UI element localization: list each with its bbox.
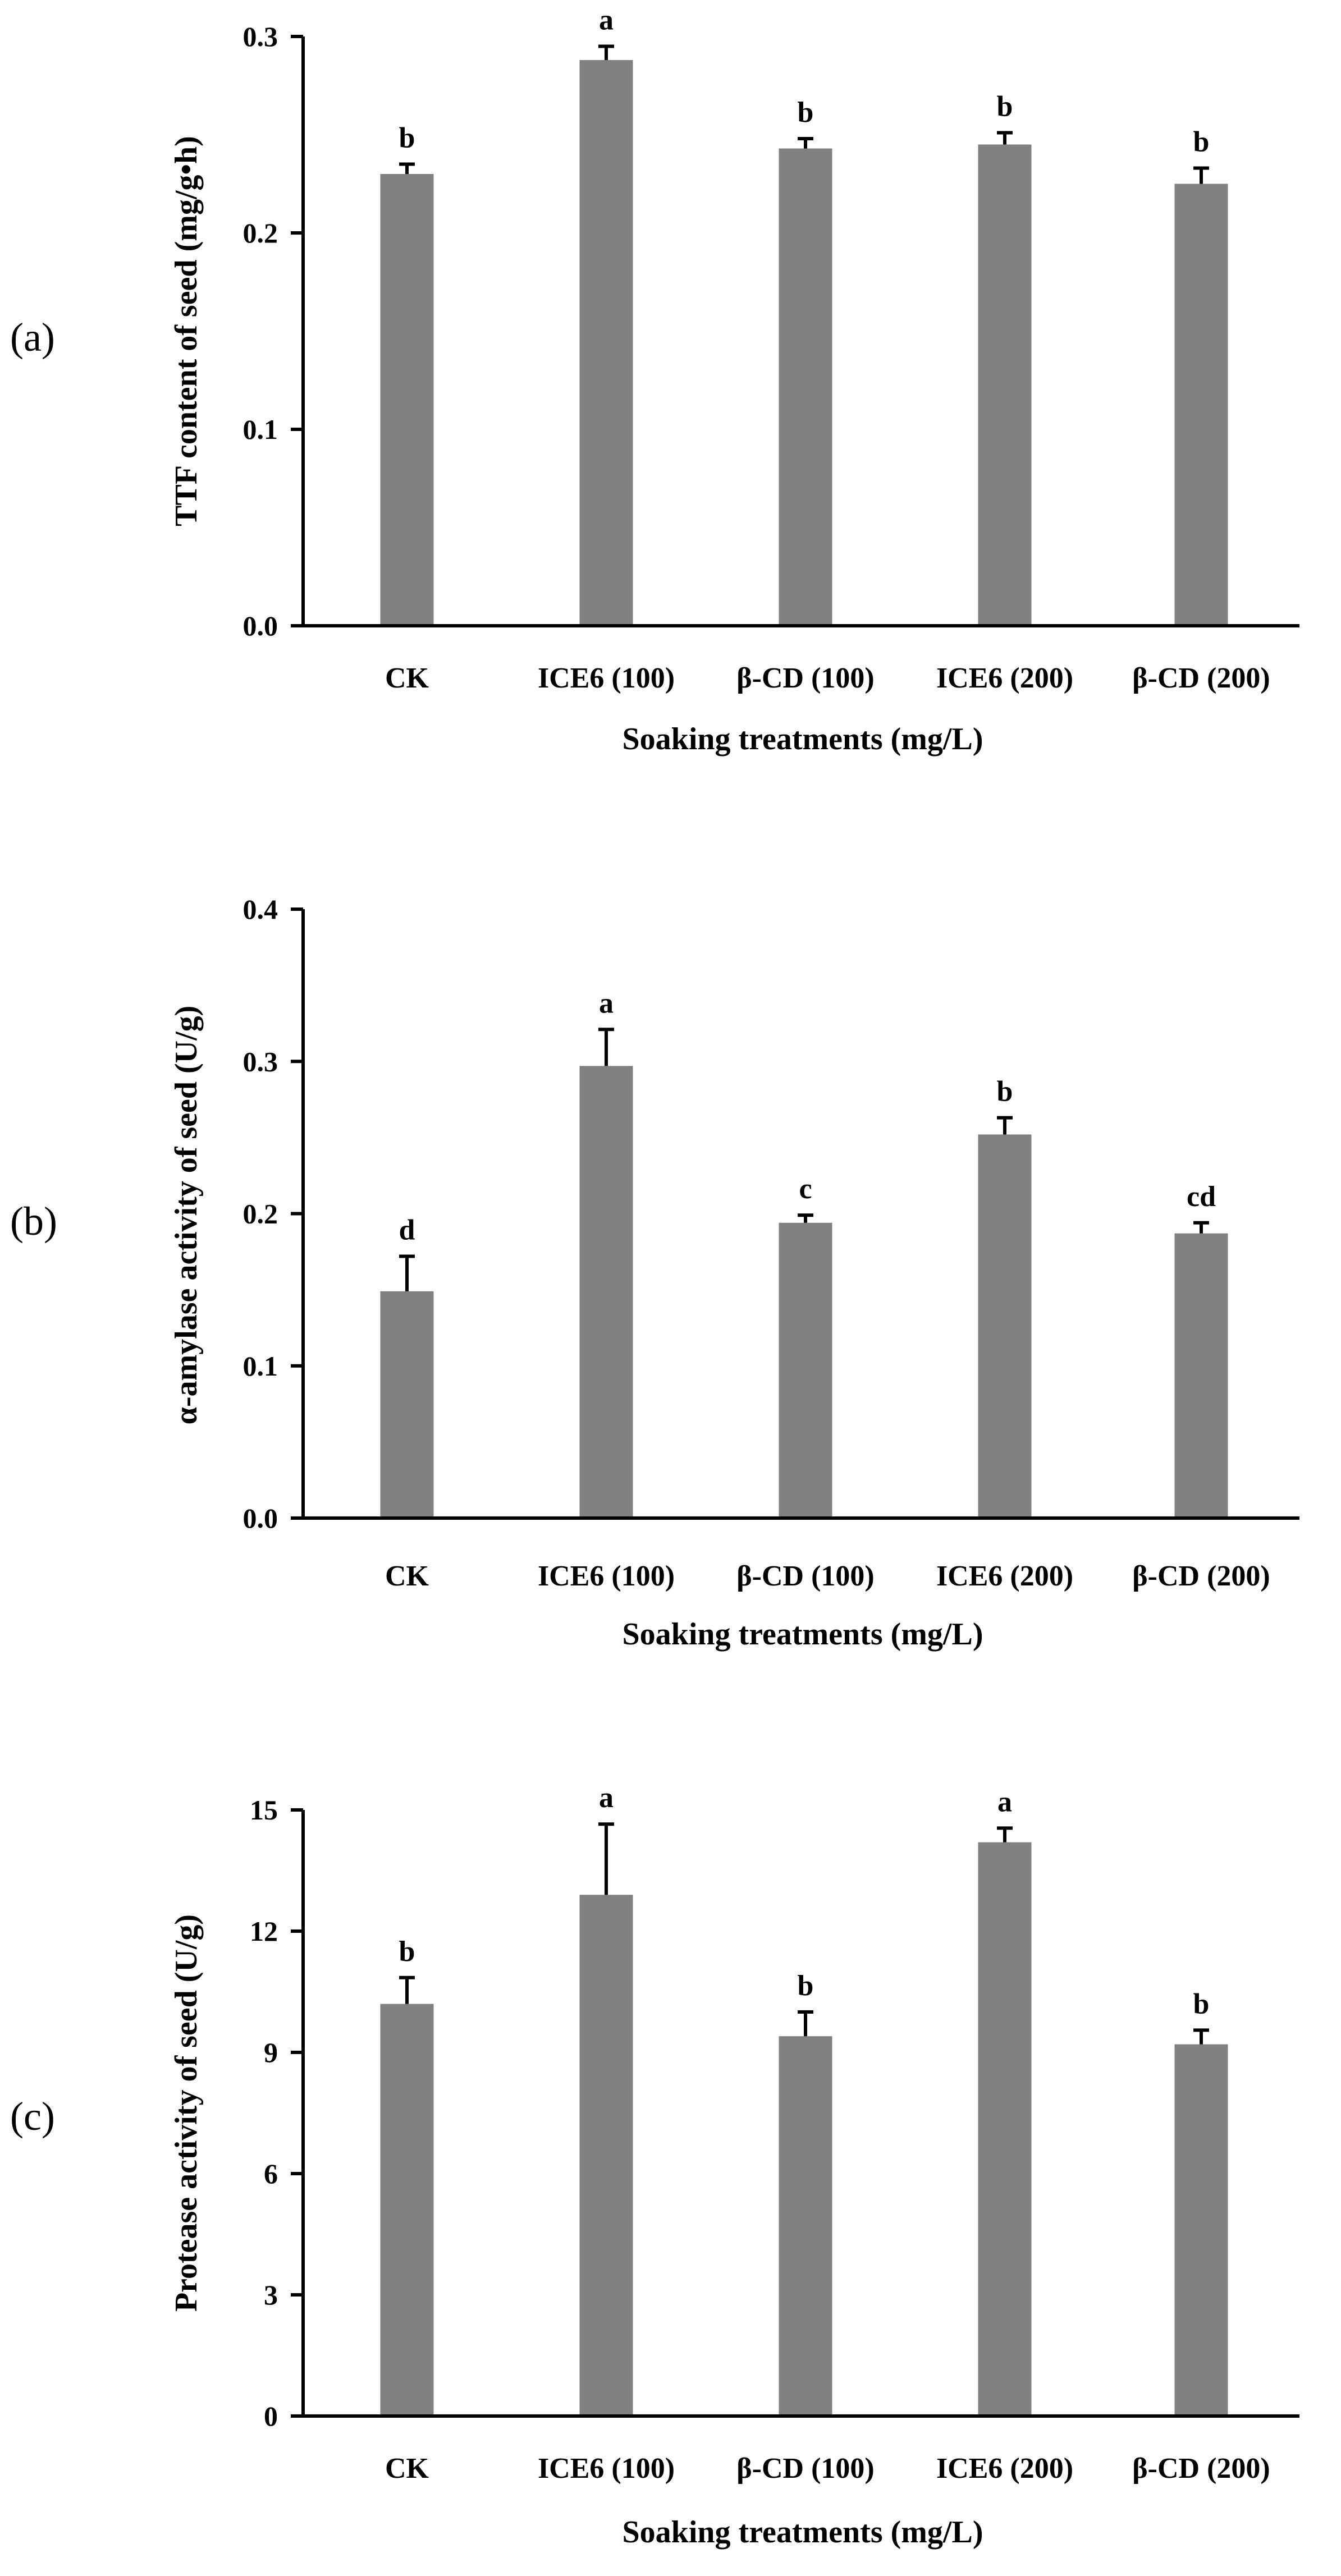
bar <box>779 2036 832 2416</box>
y-axis-title: TTF content of seed (mg/g•h) <box>169 136 204 526</box>
x-axis-title: Soaking treatments (mg/L) <box>623 2515 983 2550</box>
y-tick-label: 12 <box>250 1915 278 1947</box>
x-tick-label: β-CD (100) <box>736 1560 874 1592</box>
x-tick-label: β-CD (200) <box>1132 1560 1270 1592</box>
x-tick-label: ICE6 (100) <box>538 2453 675 2485</box>
x-tick-label: β-CD (200) <box>1132 662 1270 694</box>
x-tick-label: ICE6 (100) <box>538 662 675 694</box>
bar <box>579 1066 633 1518</box>
bar <box>380 1291 434 1518</box>
x-axis-title: Soaking treatments (mg/L) <box>623 1617 983 1652</box>
bar <box>779 1222 832 1518</box>
x-tick-label: β-CD (100) <box>736 662 874 694</box>
bar <box>1174 184 1228 626</box>
y-tick-label: 6 <box>264 2158 278 2189</box>
x-axis-title: Soaking treatments (mg/L) <box>623 722 983 757</box>
y-tick-label: 0.2 <box>243 217 278 249</box>
bar <box>1174 2044 1228 2416</box>
bar <box>978 144 1032 626</box>
bar <box>1174 1233 1228 1518</box>
panel-label: (c) <box>10 2094 55 2139</box>
panel-label: (a) <box>10 315 55 360</box>
x-tick-label: β-CD (200) <box>1132 2453 1270 2485</box>
y-tick-label: 0.3 <box>243 21 278 52</box>
x-tick-label: ICE6 (200) <box>936 1560 1073 1592</box>
y-tick-label: 0.0 <box>243 610 278 641</box>
x-tick-label: CK <box>385 2453 429 2485</box>
y-tick-label: 0.3 <box>243 1046 278 1077</box>
x-tick-label: CK <box>385 662 429 694</box>
significance-letter: a <box>599 987 614 1019</box>
y-tick-label: 0.1 <box>243 414 278 445</box>
significance-letter: b <box>798 1970 814 2002</box>
significance-letter: b <box>997 1076 1013 1108</box>
y-tick-label: 0.2 <box>243 1198 278 1230</box>
significance-letter: a <box>599 4 614 36</box>
y-tick-label: 0.4 <box>243 893 278 925</box>
significance-letter: b <box>399 122 415 154</box>
x-tick-label: ICE6 (200) <box>936 2453 1073 2485</box>
significance-letter: cd <box>1187 1181 1216 1213</box>
y-tick-label: 0.1 <box>243 1350 278 1382</box>
significance-letter: c <box>799 1173 812 1205</box>
x-tick-label: ICE6 (200) <box>936 662 1073 694</box>
y-tick-label: 3 <box>264 2279 278 2311</box>
y-tick-label: 0 <box>264 2400 278 2432</box>
significance-letter: b <box>997 91 1013 123</box>
x-tick-label: ICE6 (100) <box>538 1560 675 1592</box>
y-tick-label: 0.0 <box>243 1502 278 1534</box>
significance-letter: a <box>997 1786 1012 1818</box>
bar <box>380 174 434 626</box>
y-tick-label: 9 <box>264 2037 278 2068</box>
panel-label: (b) <box>10 1199 57 1244</box>
y-axis-title: α-amylase activity of seed (U/g) <box>169 1006 204 1425</box>
bar <box>779 148 832 626</box>
significance-letter: b <box>399 1936 415 1968</box>
significance-letter: b <box>1193 126 1210 158</box>
x-tick-label: β-CD (100) <box>736 2453 874 2485</box>
x-tick-label: CK <box>385 1560 429 1592</box>
bar <box>380 2004 434 2416</box>
bar <box>978 1134 1032 1518</box>
bar <box>579 1895 633 2416</box>
bar <box>978 1842 1032 2416</box>
bar <box>579 60 633 626</box>
y-tick-label: 15 <box>250 1794 278 1826</box>
significance-letter: d <box>399 1214 415 1246</box>
significance-letter: b <box>1193 1988 1210 2020</box>
y-axis-title: Protease activity of seed (U/g) <box>169 1914 204 2312</box>
significance-letter: a <box>599 1782 614 1814</box>
significance-letter: b <box>798 97 814 129</box>
